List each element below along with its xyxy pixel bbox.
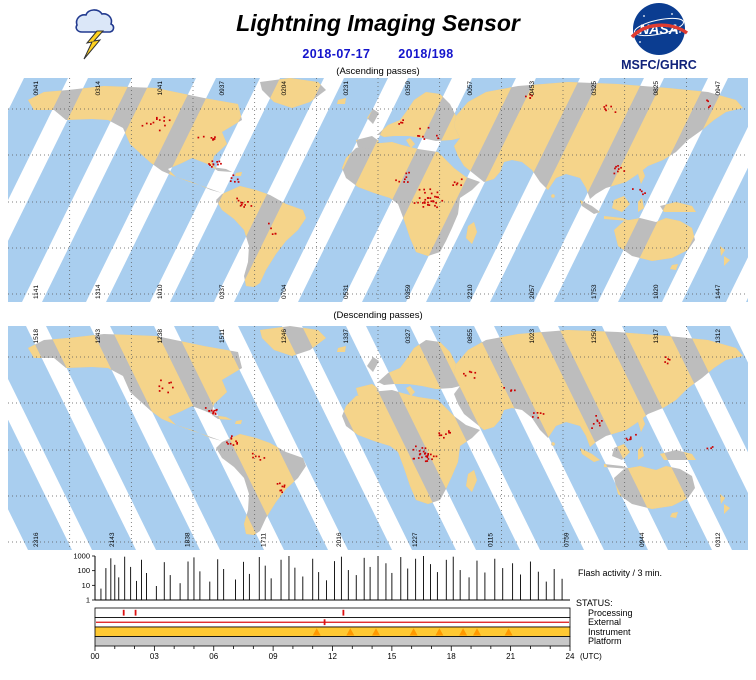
svg-text:1314: 1314 bbox=[95, 284, 102, 299]
svg-text:1227: 1227 bbox=[412, 532, 419, 547]
svg-text:0531: 0531 bbox=[343, 284, 350, 299]
svg-text:0057: 0057 bbox=[467, 81, 474, 96]
svg-text:2057: 2057 bbox=[529, 284, 536, 299]
svg-text:1337: 1337 bbox=[343, 329, 350, 344]
svg-text:09: 09 bbox=[269, 652, 278, 661]
svg-text:1238: 1238 bbox=[157, 329, 164, 344]
svg-text:0825: 0825 bbox=[653, 81, 660, 96]
status-rows bbox=[94, 607, 571, 647]
svg-text:0115: 0115 bbox=[488, 533, 495, 547]
svg-text:1317: 1317 bbox=[653, 329, 660, 344]
svg-text:0944: 0944 bbox=[639, 532, 646, 547]
svg-text:06: 06 bbox=[209, 652, 218, 661]
svg-text:(UTC): (UTC) bbox=[580, 652, 602, 661]
svg-text:1000: 1000 bbox=[73, 552, 90, 561]
status-label: STATUS: bbox=[576, 598, 613, 608]
svg-text:2143: 2143 bbox=[109, 532, 116, 547]
svg-text:1041: 1041 bbox=[157, 81, 164, 96]
svg-text:1711: 1711 bbox=[260, 533, 267, 547]
status-row-label-platform: Platform bbox=[588, 636, 622, 646]
svg-text:0231: 0231 bbox=[343, 81, 350, 96]
svg-text:10: 10 bbox=[82, 581, 90, 590]
org-label: MSFC/GHRC bbox=[621, 58, 697, 72]
svg-text:0359: 0359 bbox=[405, 81, 412, 96]
grid-lines bbox=[8, 78, 748, 302]
y-axis: 1000 100 10 1 bbox=[73, 552, 570, 605]
status-row-label-processing: Processing bbox=[588, 608, 633, 618]
nasa-swoosh bbox=[630, 23, 689, 39]
orbit-numbers-bottom: 1141 1314 1010 0337 0704 0531 0359 2210 2057 1753… bbox=[33, 284, 722, 299]
svg-text:1447: 1447 bbox=[715, 284, 722, 299]
status-row-label-external: External bbox=[588, 617, 622, 627]
svg-text:0359: 0359 bbox=[405, 284, 412, 299]
svg-text:0759: 0759 bbox=[563, 532, 570, 547]
svg-text:21: 21 bbox=[506, 652, 515, 661]
svg-text:2316: 2316 bbox=[33, 532, 40, 547]
svg-text:03: 03 bbox=[150, 652, 159, 661]
lightning-flashes bbox=[141, 93, 711, 235]
nasa-circle bbox=[633, 3, 685, 55]
descending-caption: (Descending passes) bbox=[333, 310, 423, 321]
ascending-caption: (Ascending passes) bbox=[336, 66, 420, 77]
time-axis: 00 03 06 09 12 15 18 21 24 (UTC) bbox=[91, 646, 602, 661]
date-line: 2018-07-17 2018/198 bbox=[302, 47, 453, 61]
svg-text:1020: 1020 bbox=[653, 284, 660, 299]
svg-text:1023: 1023 bbox=[529, 329, 536, 344]
svg-text:2016: 2016 bbox=[336, 532, 343, 547]
svg-text:0314: 0314 bbox=[95, 81, 102, 96]
svg-text:1838: 1838 bbox=[185, 532, 192, 547]
ascending-map: 0941 0314 1041 0937 0204 0231 0359 0057 0453 0325… bbox=[8, 78, 748, 302]
svg-text:100: 100 bbox=[77, 566, 90, 575]
lightning-cloud-icon bbox=[75, 9, 115, 60]
flash-activity-label: Flash activity / 3 min. bbox=[578, 568, 663, 578]
svg-text:0937: 0937 bbox=[219, 81, 226, 96]
svg-text:1518: 1518 bbox=[33, 329, 40, 344]
orbit-numbers-bottom: 2316 2143 1838 1711 2016 1227 0115 0759 0944 0312 bbox=[33, 532, 722, 547]
svg-text:0855: 0855 bbox=[467, 329, 474, 344]
flash-spikes bbox=[100, 556, 563, 600]
nasa-orbit-ring bbox=[634, 17, 684, 37]
orbit-numbers-top: 0941 0314 1041 0937 0204 0231 0359 0057 0453 0325… bbox=[33, 81, 722, 96]
svg-text:1246: 1246 bbox=[281, 329, 288, 344]
svg-text:00: 00 bbox=[91, 652, 100, 661]
svg-text:2210: 2210 bbox=[467, 284, 474, 299]
descending-map: 1518 1243 1238 1511 1246 1337 0327 0855 1023 1250… bbox=[8, 326, 748, 550]
lightning-flashes bbox=[158, 356, 714, 494]
svg-text:12: 12 bbox=[328, 652, 337, 661]
grid-lines bbox=[8, 326, 748, 550]
svg-text:15: 15 bbox=[387, 652, 396, 661]
svg-text:24: 24 bbox=[566, 652, 575, 661]
svg-text:0941: 0941 bbox=[33, 81, 40, 96]
svg-text:1511: 1511 bbox=[219, 329, 226, 343]
nasa-logo: NASA bbox=[630, 3, 689, 55]
status-row-label-instrument: Instrument bbox=[588, 627, 631, 637]
svg-text:1: 1 bbox=[86, 596, 90, 605]
page-title: Lightning Imaging Sensor bbox=[236, 10, 520, 36]
svg-text:0947: 0947 bbox=[715, 81, 722, 96]
svg-text:0453: 0453 bbox=[529, 81, 536, 96]
svg-text:18: 18 bbox=[447, 652, 456, 661]
date-doy: 2018/198 bbox=[398, 47, 454, 61]
svg-text:1250: 1250 bbox=[591, 329, 598, 344]
svg-text:1753: 1753 bbox=[591, 284, 598, 299]
svg-text:1312: 1312 bbox=[715, 329, 722, 344]
svg-text:1010: 1010 bbox=[157, 284, 164, 299]
svg-text:0704: 0704 bbox=[281, 284, 288, 299]
orbit-numbers-top: 1518 1243 1238 1511 1246 1337 0327 0855 1023 1250… bbox=[33, 329, 722, 344]
svg-text:0327: 0327 bbox=[405, 329, 412, 344]
flash-activity-chart: 1000 100 10 1 00 03 06 09 12 15 18 21 24 (UTC) bbox=[73, 552, 602, 661]
svg-text:0337: 0337 bbox=[219, 284, 226, 299]
svg-text:0325: 0325 bbox=[591, 81, 598, 96]
svg-text:0312: 0312 bbox=[715, 532, 722, 547]
svg-text:1141: 1141 bbox=[33, 285, 40, 299]
svg-text:0204: 0204 bbox=[281, 81, 288, 96]
svg-text:1243: 1243 bbox=[95, 329, 102, 344]
date-iso: 2018-07-17 bbox=[302, 47, 371, 61]
